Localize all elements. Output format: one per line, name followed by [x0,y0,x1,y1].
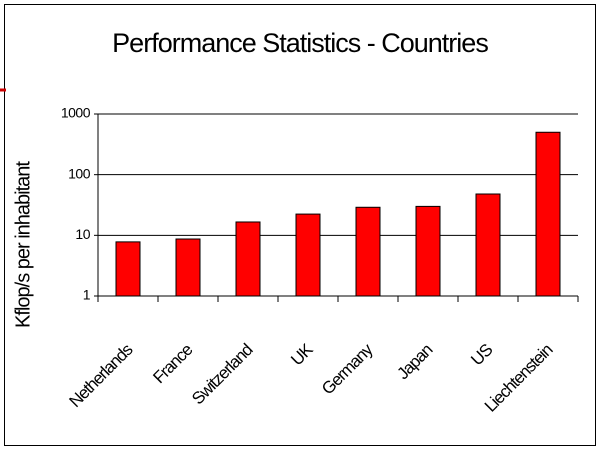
y-tick-label: 10 [75,226,90,242]
bar [235,221,261,297]
bar [175,238,201,297]
bar [535,131,561,297]
y-axis-label: Kflop/s per inhabitant [12,161,34,328]
y-tick-label: 1000 [61,105,91,121]
chart-title: Performance Statistics - Countries [112,28,488,58]
bar [115,241,141,297]
y-tick-label: 1 [83,287,91,303]
bar [355,206,381,297]
bar [475,193,501,297]
bar [295,213,321,297]
bar [415,205,441,297]
y-tick-label: 100 [68,165,91,181]
